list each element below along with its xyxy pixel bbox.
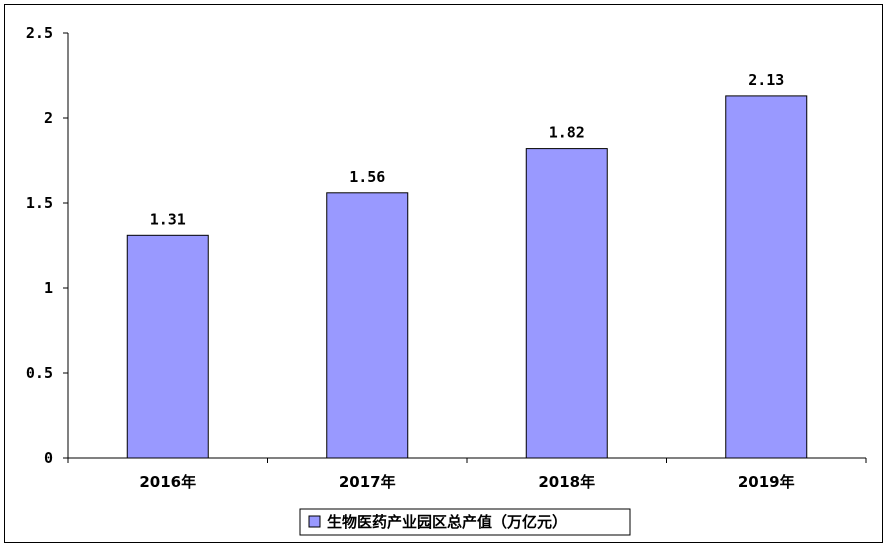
bars [126,95,808,459]
x-category-label: 2016年 [139,473,196,491]
bar-2017年 [326,192,409,459]
data-labels: 1.31 1.56 1.82 2.13 [150,71,785,228]
data-label: 1.82 [549,124,585,142]
legend: 生物医药产业园区总产值（万亿元） [299,508,631,536]
bar-2019年 [725,95,808,459]
y-tick-label: 1 [44,279,53,297]
y-axis: 0 0.5 1 1.5 2 2.5 [26,24,69,467]
x-category-label: 2019年 [738,473,795,491]
y-tick-label: 0 [44,449,53,467]
legend-box [299,508,631,536]
x-axis: 2016年 2017年 2018年 2019年 [67,457,867,491]
y-tick-label: 2.5 [26,24,53,42]
legend-swatch [308,515,321,528]
y-tick-label: 0.5 [26,364,53,382]
legend-label: 生物医药产业园区总产值（万亿元） [327,513,567,531]
bar-2018年 [525,148,608,459]
data-label: 1.31 [150,210,186,228]
x-category-label: 2018年 [538,473,595,491]
y-tick-label: 2 [44,109,53,127]
y-tick-label: 1.5 [26,194,53,212]
x-category-label: 2017年 [339,473,396,491]
data-label: 2.13 [748,71,784,89]
bar-2016年 [126,234,209,459]
data-label: 1.56 [349,168,385,186]
